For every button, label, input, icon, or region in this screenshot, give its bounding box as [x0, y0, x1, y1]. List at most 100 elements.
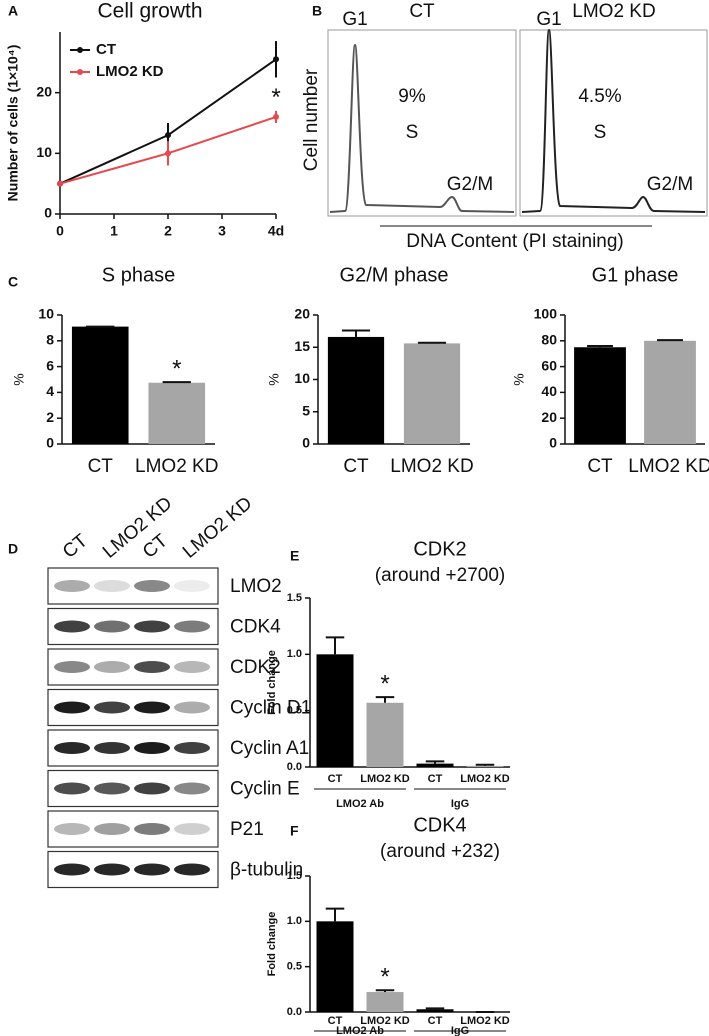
blot-band: [54, 701, 90, 714]
blot-band: [54, 782, 90, 795]
y-tick-label: 15: [294, 338, 310, 354]
protein-label: CDK2: [230, 657, 281, 678]
chart-title: G2/M phase: [340, 264, 449, 286]
x-tick-label: CT: [328, 1015, 343, 1027]
panel-label: C: [8, 274, 18, 290]
bar: [71, 326, 129, 444]
y-tick-label: 0: [46, 435, 54, 451]
point: [273, 56, 279, 63]
y-axis-label: Number of cells (1×10⁴): [5, 45, 21, 202]
chart-subtitle: (around +232): [380, 841, 500, 862]
x-tick-label: CT: [88, 456, 114, 477]
blot-band: [174, 742, 210, 754]
x-tick-label: CT: [343, 456, 369, 477]
chart: G2/M phase% 0 5 10 15 20 CT LMO2 KD: [266, 264, 474, 477]
blot-band: [54, 580, 90, 592]
y-tick-label: 0: [302, 435, 310, 451]
blot-band: [134, 661, 170, 673]
group-label: IgG: [451, 798, 469, 810]
protein-label: Cyclin E: [230, 779, 300, 800]
y-tick-label: 2: [46, 409, 54, 425]
bar: [366, 702, 404, 767]
point: [165, 150, 171, 157]
chart-title: Cell growth: [97, 0, 202, 23]
flow-panel: B Cell number CT G1 9% S G2/M LMO2 KD G1…: [301, 1, 708, 252]
bar: [148, 382, 206, 444]
x-axis-label: DNA Content (PI staining): [406, 231, 624, 252]
chart-title: G1 phase: [592, 264, 679, 286]
blot-band: [134, 823, 170, 835]
bar: [466, 765, 504, 767]
protein-label: LMO2: [230, 576, 282, 597]
dna-histogram-trace: [329, 43, 515, 213]
bar: [403, 343, 461, 444]
blot-band: [94, 580, 130, 592]
bar: [316, 654, 354, 767]
y-axis-label: Fold change: [266, 650, 278, 715]
panel-label: D: [8, 541, 18, 557]
peak-label: G1: [536, 9, 561, 30]
blot-band: [54, 823, 90, 835]
y-tick-label: 4: [46, 383, 54, 399]
blot-band: [94, 742, 130, 754]
y-tick-label: 20: [541, 409, 557, 425]
plot-title: CT: [409, 1, 435, 22]
blot-band: [94, 823, 130, 835]
x-tick-label: CT: [328, 773, 343, 785]
blot-band: [94, 701, 130, 714]
blot-band: [54, 863, 90, 876]
y-tick-label: 60: [541, 357, 557, 373]
plot-title: LMO2 KD: [572, 1, 655, 22]
y-tick-label: 0: [44, 205, 52, 221]
y-axis-label: %: [511, 373, 527, 385]
chart-title: CDK2: [413, 538, 466, 560]
protein-label: β-tubulin: [230, 860, 303, 881]
bar: [316, 921, 354, 1012]
blot-band: [94, 863, 130, 876]
protein-label: Cyclin D1: [230, 698, 311, 719]
annotation: *: [380, 964, 389, 991]
y-tick-label: 0.0: [287, 761, 302, 773]
x-tick-label: LMO2 KD: [360, 773, 410, 785]
y-tick-label: 1.5: [287, 870, 302, 882]
blot-band: [174, 782, 210, 795]
bar: [416, 763, 454, 767]
y-tick-label: 80: [541, 332, 557, 348]
x-tick-label: LMO2 KD: [135, 456, 218, 477]
phase-label: S: [406, 122, 419, 143]
x-tick-label: LMO2 KD: [390, 456, 473, 477]
legend-label: CT: [96, 41, 116, 58]
panel-label: A: [8, 3, 18, 19]
percent-label: 9%: [398, 86, 426, 107]
peak-label: G2/M: [447, 174, 493, 195]
blot-band: [94, 782, 130, 795]
x-tick-label: 2: [164, 223, 172, 239]
y-tick-label: 20: [294, 306, 310, 322]
x-tick-label: CT: [428, 1015, 443, 1027]
annotation: *: [380, 670, 389, 697]
y-tick-label: 40: [541, 383, 557, 399]
blot-band: [174, 661, 210, 673]
group-label: LMO2 Ab: [336, 1025, 384, 1036]
blot-strip: [47, 567, 219, 605]
peak-label: G1: [342, 9, 367, 30]
legend-marker: [77, 69, 83, 75]
y-axis-label: %: [266, 373, 282, 385]
percent-label: 4.5%: [578, 86, 621, 107]
y-tick-label: 100: [534, 306, 558, 322]
panel-label: F: [290, 823, 299, 839]
blot-band: [94, 620, 130, 633]
bar: [327, 336, 385, 444]
y-tick-label: 20: [36, 83, 52, 99]
blot-band: [134, 701, 170, 714]
y-tick-label: 8: [46, 332, 54, 348]
legend-marker: [77, 47, 83, 53]
protein-label: P21: [230, 819, 264, 840]
y-tick-label: 10: [294, 370, 310, 386]
phase-label: S: [594, 122, 607, 143]
x-tick-label: CT: [587, 456, 613, 477]
chart: G1 phase% 0 20 40 60 80 100 CT LMO2 KD: [511, 264, 709, 477]
